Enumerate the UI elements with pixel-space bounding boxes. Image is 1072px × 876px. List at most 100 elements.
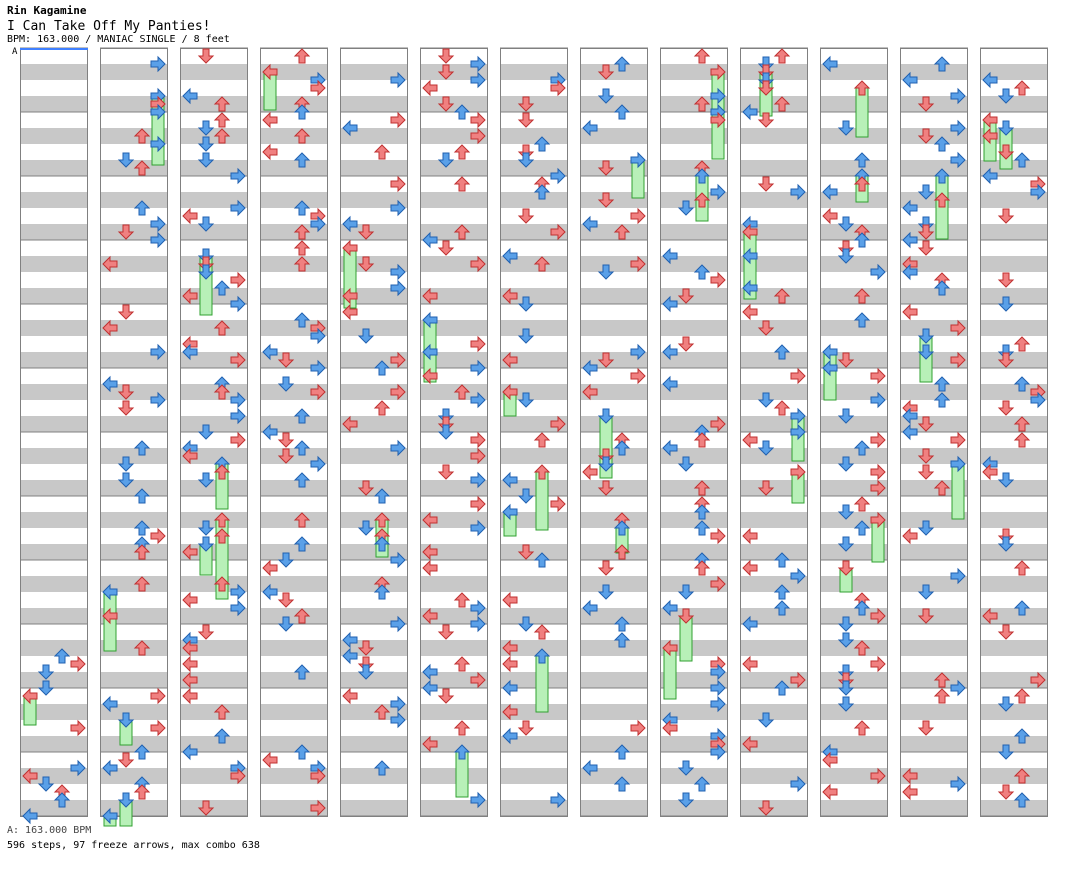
beat-stripe [180,320,248,336]
beat-stripe [660,608,728,624]
step-arrow-down [597,480,615,496]
beat-stripe [340,704,408,720]
beat-stripe [820,736,888,752]
measure-column [180,47,248,817]
step-arrow-up [293,744,311,760]
beat-stripe [20,640,88,656]
step-arrow-up [213,576,231,592]
step-arrow-up [853,312,871,328]
beat-stripe [340,96,408,112]
step-arrow-up [853,288,871,304]
beat-stripe [500,672,568,688]
step-arrow-up [293,256,311,272]
step-arrow-right [710,679,726,697]
step-arrow-down [117,400,135,416]
step-arrow-left [102,319,118,337]
step-arrow-up [133,784,151,800]
step-arrow-right [230,407,246,425]
step-arrow-right [950,567,966,585]
step-arrow-up [693,264,711,280]
freeze-arrow [535,655,549,713]
beat-stripe [260,704,328,720]
beat-stripe [100,352,168,368]
beat-stripe [180,352,248,368]
beat-stripe [820,512,888,528]
step-arrow-down [917,448,935,464]
column-border [500,48,568,817]
step-arrow-up [53,648,71,664]
beat-stripe [260,96,328,112]
beat-stripe [980,160,1048,176]
step-arrow-down [997,624,1015,640]
beat-stripe [500,224,568,240]
beat-stripe [820,96,888,112]
beat-stripe [820,576,888,592]
beat-stripe [100,672,168,688]
step-arrow-left [502,727,518,745]
beat-stripe [900,288,968,304]
beat-stripe [660,480,728,496]
step-arrow-up [613,440,631,456]
step-arrow-right [710,271,726,289]
beat-stripe [20,736,88,752]
beat-stripe [900,384,968,400]
step-arrow-up [613,744,631,760]
step-arrow-left [822,183,838,201]
step-arrow-up [533,136,551,152]
beat-stripe [420,224,488,240]
beat-stripe [180,64,248,80]
beat-stripe [340,800,408,816]
beat-stripe [500,800,568,816]
beat-stripe [100,288,168,304]
column-border [900,48,968,817]
beat-stripe [420,640,488,656]
beat-stripe [740,480,808,496]
beat-stripe [420,416,488,432]
step-arrow-right [230,199,246,217]
beat-stripe [660,160,728,176]
beat-stripe [180,512,248,528]
step-arrow-up [533,624,551,640]
beat-stripe [100,128,168,144]
beat-stripe [180,416,248,432]
beat-stripe [980,320,1048,336]
beat-stripe [820,608,888,624]
step-arrow-up [1013,80,1031,96]
beat-stripe [420,512,488,528]
step-arrow-up [453,656,471,672]
step-arrow-down [357,256,375,272]
step-arrow-right [710,695,726,713]
step-arrow-up [1013,792,1031,808]
step-arrow-down [757,800,775,816]
step-arrow-right [1030,183,1046,201]
step-arrow-right [550,415,566,433]
beat-stripe [260,416,328,432]
step-arrow-down [757,392,775,408]
step-arrow-down [437,96,455,112]
step-arrow-down [677,336,695,352]
beat-stripe [900,608,968,624]
step-arrow-right [230,295,246,313]
step-arrow-right [230,391,246,409]
step-arrow-up [613,56,631,72]
step-arrow-left [182,687,198,705]
step-arrow-down [917,96,935,112]
step-arrow-down [437,464,455,480]
beat-stripe [260,768,328,784]
step-arrow-right [790,463,806,481]
beat-stripe [500,608,568,624]
step-arrow-left [262,111,278,129]
step-arrow-left [342,415,358,433]
step-arrow-up [373,584,391,600]
step-arrow-left [662,719,678,737]
beat-stripe [980,288,1048,304]
step-arrow-up [933,688,951,704]
step-arrow-up [453,144,471,160]
beat-stripe [180,128,248,144]
stats-footer: 596 steps, 97 freeze arrows, max combo 6… [7,840,260,851]
step-arrow-up [133,160,151,176]
step-arrow-down [117,712,135,728]
step-arrow-up [693,480,711,496]
step-arrow-right [630,207,646,225]
beat-stripe [500,544,568,560]
